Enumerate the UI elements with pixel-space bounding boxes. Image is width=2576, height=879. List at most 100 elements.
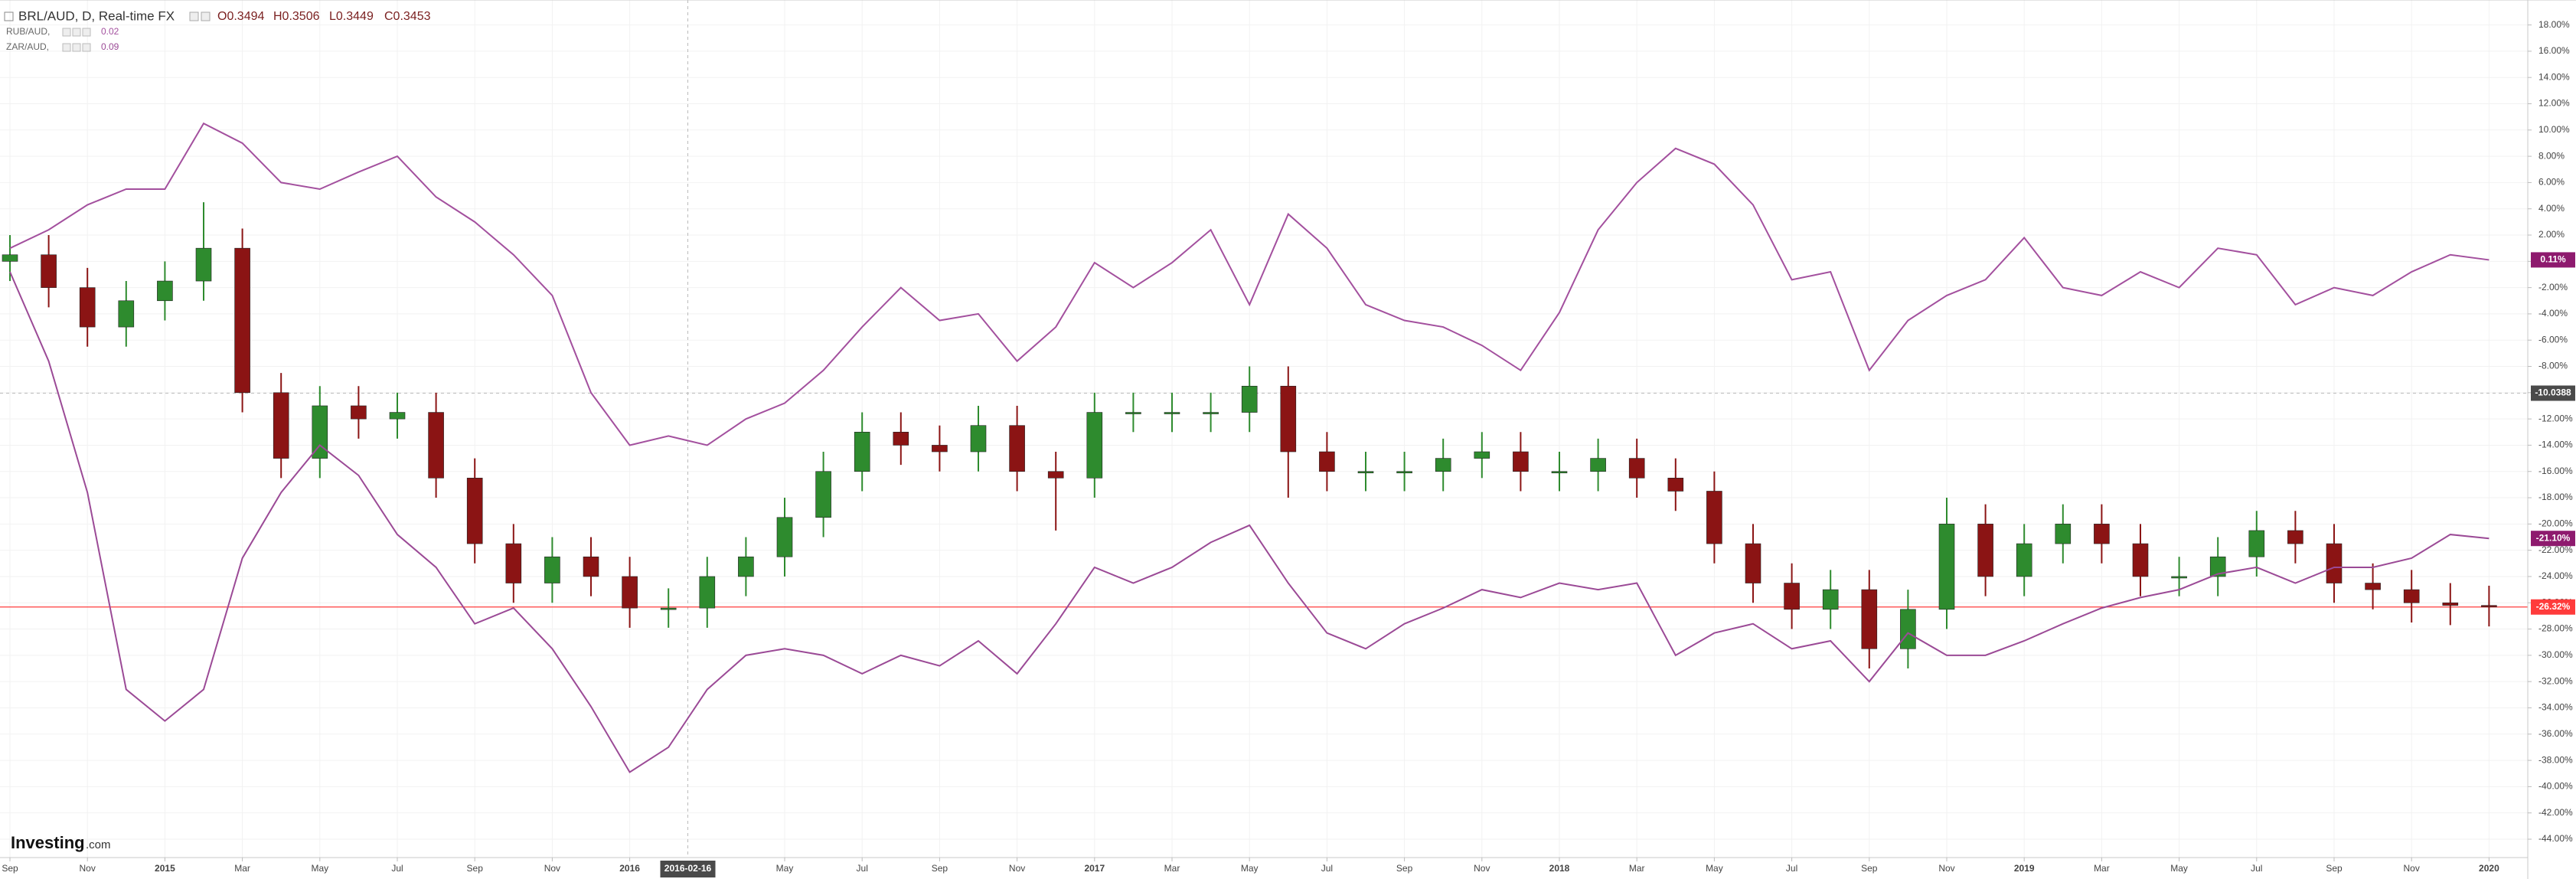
ohlc-open: O0.3494: [217, 10, 264, 23]
x-tick-label: Nov: [80, 863, 96, 874]
legend-button[interactable]: [62, 28, 71, 37]
candle-body: [1280, 385, 1297, 453]
crosshair-x-label: 2016-02-16: [664, 863, 712, 874]
candle-body: [1474, 451, 1490, 459]
legend-button[interactable]: [62, 43, 71, 52]
y-tick-label: 6.00%: [2538, 177, 2565, 188]
y-tick-label: -16.00%: [2538, 466, 2573, 476]
candle-body: [660, 607, 677, 610]
y-tick-label: 18.00%: [2538, 19, 2570, 30]
watermark: Investing .com: [11, 833, 111, 852]
candle-body: [1551, 471, 1568, 474]
candle-body: [195, 247, 212, 282]
y-tick-label: 12.00%: [2538, 98, 2570, 109]
crosshair-x-box: [660, 861, 716, 877]
candle-body: [389, 412, 406, 420]
candle-body: [1396, 471, 1412, 474]
legend-name: ZAR/AUD,: [6, 41, 49, 52]
candle-body: [2016, 543, 2032, 577]
x-tick-label: May: [776, 863, 794, 874]
settings-button[interactable]: [189, 11, 199, 21]
candle-body: [2248, 530, 2265, 557]
candle-body: [1938, 524, 1955, 610]
y-tick-label: -42.00%: [2538, 807, 2573, 818]
candle-body: [1706, 491, 1722, 544]
candle-body: [1435, 458, 1451, 472]
y-tick-label: -14.00%: [2538, 440, 2573, 450]
close-button[interactable]: [201, 11, 211, 21]
candle-body: [815, 471, 831, 518]
y-tick-label: -40.00%: [2538, 781, 2573, 792]
x-tick-label: Sep: [932, 863, 948, 874]
candle-body: [1513, 451, 1529, 472]
candle-body: [1861, 589, 1878, 649]
symbol-title: BRL/AUD, D, Real-time FX: [18, 8, 175, 23]
y-tick-label: -20.00%: [2538, 518, 2573, 529]
y-tick-label: -30.00%: [2538, 649, 2573, 660]
legend-button[interactable]: [72, 28, 81, 37]
legend-button[interactable]: [82, 43, 91, 52]
legend-value: 0.02: [101, 26, 119, 37]
x-tick-label: Mar: [1164, 863, 1180, 874]
ohlc-high: H0.3506: [273, 10, 320, 23]
x-tick-label: Jul: [2251, 863, 2262, 874]
candle-body: [932, 445, 948, 453]
x-tick-label: Nov: [1474, 863, 1490, 874]
x-tick-label: 2020: [2479, 863, 2499, 874]
candle-body: [79, 287, 96, 328]
candle-body: [351, 405, 367, 420]
candle-body: [1086, 412, 1103, 479]
y-tick-label: 4.00%: [2538, 203, 2565, 214]
x-tick-label: May: [1241, 863, 1259, 874]
x-tick-label: Sep: [2326, 863, 2343, 874]
candle-body: [1822, 589, 1839, 610]
candle-body: [41, 254, 57, 288]
x-tick-label: Jul: [857, 863, 868, 874]
candle-body: [1319, 451, 1335, 472]
price-label: -26.32%: [2536, 601, 2571, 612]
y-tick-label: 16.00%: [2538, 45, 2570, 56]
y-tick-label: -12.00%: [2538, 413, 2573, 423]
x-tick-label: May: [311, 863, 328, 874]
candle-body: [2055, 524, 2072, 544]
candle-body: [428, 412, 444, 479]
candle-body: [2403, 589, 2420, 603]
legend-value: 0.09: [101, 41, 119, 52]
candle-body: [234, 247, 250, 394]
candle-body: [854, 431, 870, 472]
price-label: 0.11%: [2540, 254, 2566, 265]
crosshair-y-box: [2531, 385, 2575, 401]
candle-body: [544, 556, 560, 583]
x-tick-label: Mar: [2094, 863, 2110, 874]
candle-body: [1784, 583, 1800, 610]
candle-body: [776, 517, 793, 557]
x-tick-label: Sep: [2, 863, 18, 874]
price-label-box: [2531, 252, 2575, 268]
candle-body: [1745, 543, 1761, 583]
y-tick-label: 10.00%: [2538, 124, 2570, 135]
x-tick-label: Nov: [2404, 863, 2420, 874]
candle-body: [1357, 471, 1374, 474]
x-tick-label: 2019: [2014, 863, 2035, 874]
collapse-button[interactable]: [4, 11, 14, 21]
candle-body: [1241, 385, 1258, 413]
legend-button[interactable]: [82, 28, 91, 37]
legend-button[interactable]: [72, 43, 81, 52]
y-tick-label: -24.00%: [2538, 570, 2573, 581]
candle-body: [1203, 412, 1219, 414]
y-tick-label: -2.00%: [2538, 282, 2568, 292]
x-tick-label: 2016: [619, 863, 640, 874]
y-tick-label: 8.00%: [2538, 150, 2565, 161]
candle-body: [2287, 530, 2303, 544]
candle-body: [2365, 583, 2381, 590]
candle-body: [1628, 458, 1645, 479]
candle-body: [2171, 576, 2187, 579]
x-tick-label: Nov: [1009, 863, 1025, 874]
ohlc-close: C0.3453: [384, 10, 431, 23]
x-tick-label: May: [2170, 863, 2188, 874]
y-tick-label: 2.00%: [2538, 229, 2565, 240]
x-tick-label: Nov: [1938, 863, 1954, 874]
y-tick-label: -4.00%: [2538, 308, 2568, 319]
line-series: [9, 122, 2489, 446]
candle-body: [1900, 609, 1916, 649]
